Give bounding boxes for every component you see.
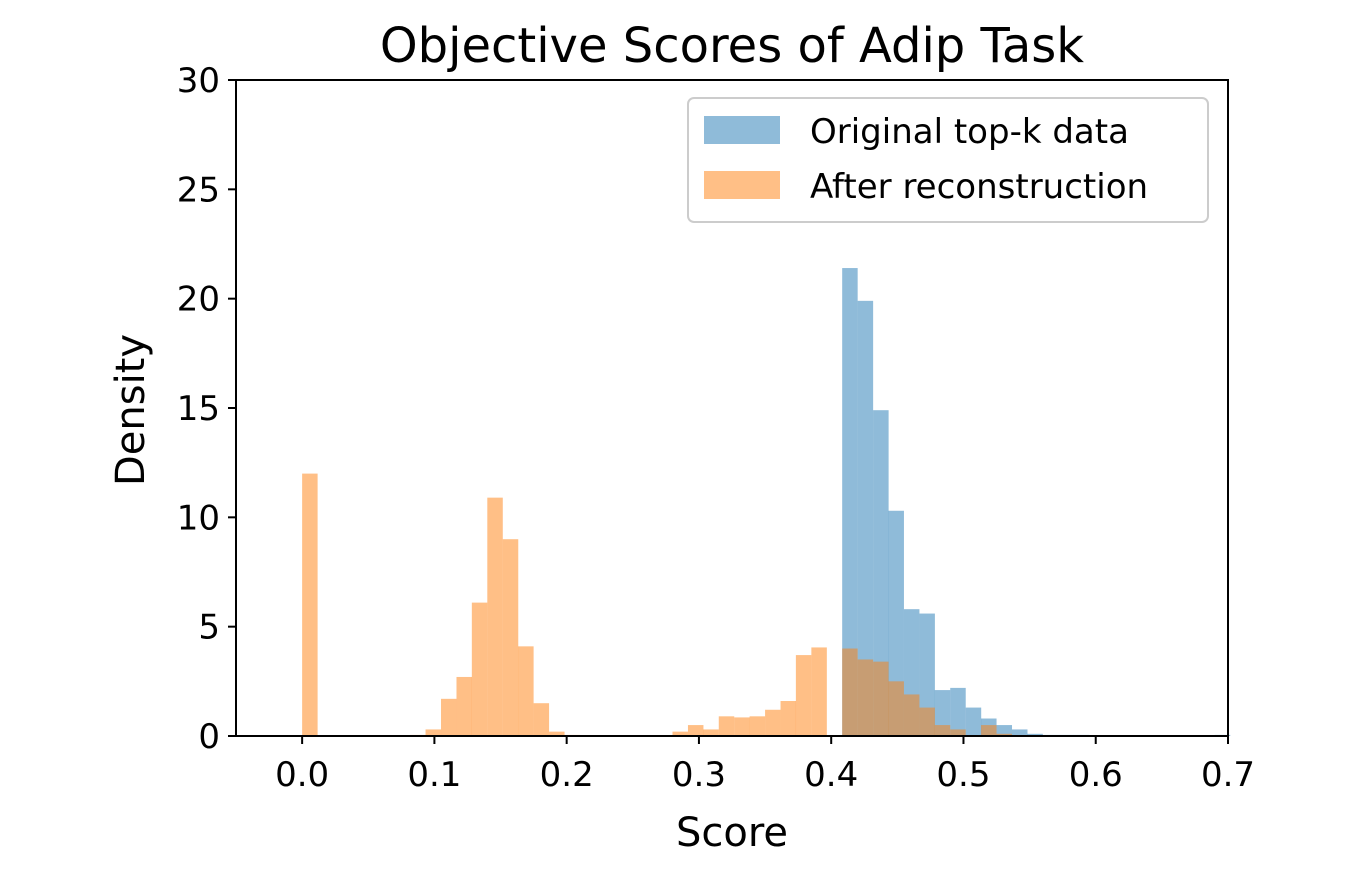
bar-series-1-bin-22 bbox=[842, 648, 858, 736]
bar-series-1-bin-30 bbox=[981, 725, 997, 736]
bar-series-1-bin-15 bbox=[718, 716, 735, 736]
y-tick-label: 25 bbox=[177, 170, 220, 210]
x-tick-label: 0.2 bbox=[540, 755, 594, 795]
bar-series-1-bin-14 bbox=[703, 729, 719, 736]
chart-title: Objective Scores of Adip Task bbox=[380, 18, 1084, 74]
bar-series-0-bin-10 bbox=[996, 725, 1013, 736]
bar-series-1-bin-29 bbox=[950, 729, 966, 736]
bar-series-1-bin-8 bbox=[518, 646, 534, 736]
y-axis-ticks: 0 5 10 15 20 25 30 bbox=[177, 61, 236, 757]
x-tick-label: 0.3 bbox=[672, 755, 726, 795]
bar-series-0-bin-12 bbox=[1027, 733, 1043, 736]
bar-series-1-bin-26 bbox=[903, 694, 920, 736]
y-tick-label: 10 bbox=[177, 498, 220, 538]
legend-box bbox=[687, 97, 1209, 223]
bar-series-1-bin-13 bbox=[687, 725, 704, 736]
bar-series-1-bin-5 bbox=[471, 602, 488, 736]
bar-series-1-bin-31 bbox=[996, 733, 1013, 736]
x-axis-ticks: 0.0 0.1 0.2 0.3 0.4 0.5 0.6 0.7 bbox=[275, 736, 1255, 795]
bar-series-1-bin-24 bbox=[873, 661, 889, 736]
legend-swatch-reconstruction bbox=[704, 171, 780, 199]
y-tick-label: 15 bbox=[177, 389, 220, 429]
bar-series-0-bin-5 bbox=[919, 613, 935, 736]
bar-series-1-bin-0 bbox=[302, 473, 318, 736]
x-tick-label: 0.7 bbox=[1201, 755, 1255, 795]
bar-series-1-bin-27 bbox=[919, 707, 935, 736]
bar-series-1-bin-6 bbox=[487, 497, 503, 736]
bar-series-1-bin-18 bbox=[765, 709, 781, 736]
bar-series-0-bin-1 bbox=[857, 300, 874, 736]
bar-series-1-bin-2 bbox=[425, 729, 442, 736]
x-tick-label: 0.5 bbox=[936, 755, 990, 795]
bar-series-1-bin-4 bbox=[456, 676, 472, 736]
x-tick-label: 0.0 bbox=[275, 755, 329, 795]
series-1-bars bbox=[302, 473, 1013, 736]
y-axis-label: Density bbox=[108, 334, 154, 486]
bar-series-1-bin-10 bbox=[549, 731, 565, 736]
legend-label-original: Original top-k data bbox=[810, 112, 1129, 152]
bar-series-1-bin-16 bbox=[734, 717, 750, 736]
bar-series-0-bin-11 bbox=[1012, 729, 1028, 736]
bar-series-1-bin-25 bbox=[888, 681, 904, 736]
bar-series-1-bin-23 bbox=[857, 659, 874, 736]
legend: Original top-k data After reconstruction bbox=[687, 97, 1209, 223]
x-tick-label: 0.4 bbox=[804, 755, 858, 795]
bar-series-1-bin-21 bbox=[811, 647, 827, 736]
bars-layer bbox=[302, 268, 1231, 736]
legend-label-reconstruction: After reconstruction bbox=[810, 167, 1148, 207]
legend-swatch-original bbox=[704, 116, 780, 144]
y-tick-label: 0 bbox=[198, 717, 220, 757]
bar-series-0-bin-8 bbox=[965, 707, 982, 736]
x-tick-label: 0.1 bbox=[407, 755, 461, 795]
bar-series-1-bin-12 bbox=[672, 731, 688, 736]
series-0-bars bbox=[842, 268, 1231, 736]
bar-series-0-bin-7 bbox=[950, 687, 966, 736]
y-tick-label: 5 bbox=[198, 608, 220, 648]
x-axis-label: Score bbox=[676, 810, 788, 856]
bar-series-0-bin-6 bbox=[934, 690, 951, 736]
y-tick-label: 30 bbox=[177, 61, 220, 101]
bar-series-1-bin-28 bbox=[934, 725, 951, 736]
bar-series-1-bin-17 bbox=[749, 716, 766, 736]
bar-series-1-bin-20 bbox=[795, 655, 812, 736]
bar-series-0-bin-0 bbox=[842, 268, 858, 736]
bar-series-0-bin-2 bbox=[873, 410, 889, 736]
bar-series-1-bin-3 bbox=[441, 698, 457, 736]
bar-series-1-bin-7 bbox=[502, 539, 519, 736]
y-tick-label: 20 bbox=[177, 280, 220, 320]
bar-series-0-bin-3 bbox=[888, 510, 904, 736]
bar-series-1-bin-9 bbox=[533, 703, 550, 736]
x-tick-label: 0.6 bbox=[1069, 755, 1123, 795]
bar-series-1-bin-19 bbox=[780, 701, 797, 736]
